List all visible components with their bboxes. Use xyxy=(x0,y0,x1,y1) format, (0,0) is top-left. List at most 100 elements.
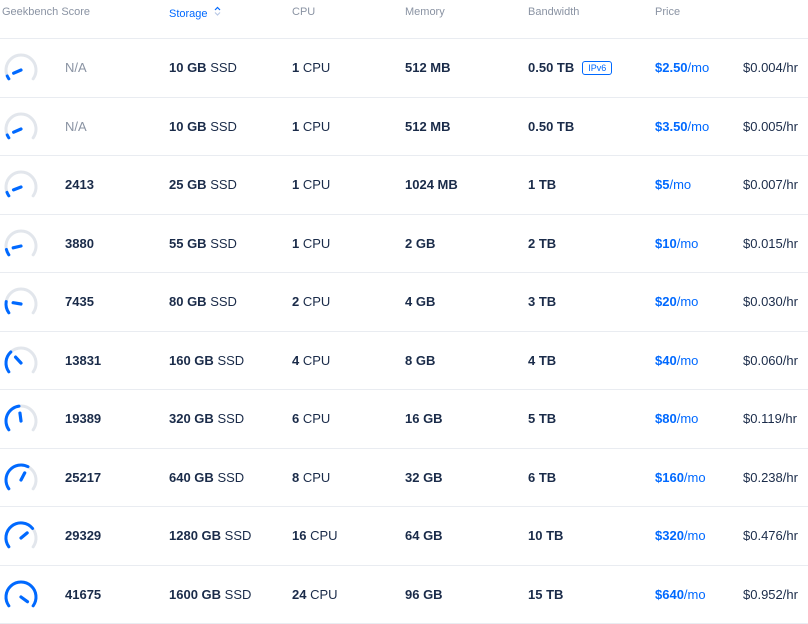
price-unit: /mo xyxy=(684,587,706,602)
price-unit: /mo xyxy=(684,470,706,485)
price-amount: $2.50 xyxy=(655,60,688,75)
memory-cell: 512 MB xyxy=(405,119,451,134)
monthly-price[interactable]: $20/mo xyxy=(655,294,698,309)
monthly-price[interactable]: $640/mo xyxy=(655,587,706,602)
bandwidth-cell: 10 TB xyxy=(528,528,563,543)
header-price[interactable]: Price xyxy=(655,6,680,18)
geekbench-score: 13831 xyxy=(65,353,101,368)
speedometer-icon xyxy=(2,108,40,146)
storage-cell: 1280 GB SSD xyxy=(169,528,251,543)
bandwidth-value: 1 TB xyxy=(528,177,556,192)
gauge-needle xyxy=(14,70,21,73)
storage-type: SSD xyxy=(225,587,252,602)
geekbench-score: N/A xyxy=(65,60,87,75)
monthly-price[interactable]: $40/mo xyxy=(655,353,698,368)
bandwidth-value: 10 TB xyxy=(528,528,563,543)
storage-cell: 80 GB SSD xyxy=(169,294,237,309)
price-amount: $5 xyxy=(655,177,669,192)
cpu-label: CPU xyxy=(303,470,330,485)
price-unit: /mo xyxy=(669,177,691,192)
monthly-price[interactable]: $5/mo xyxy=(655,177,691,192)
storage-size: 25 GB xyxy=(169,177,207,192)
monthly-price[interactable]: $320/mo xyxy=(655,528,706,543)
geekbench-score: 41675 xyxy=(65,587,101,602)
bandwidth-value: 15 TB xyxy=(528,587,563,602)
storage-type: SSD xyxy=(210,236,237,251)
geekbench-score: 25217 xyxy=(65,470,101,485)
speedometer-icon xyxy=(2,283,40,321)
header-storage-label: Storage xyxy=(169,8,208,20)
storage-type: SSD xyxy=(210,60,237,75)
header-bandwidth[interactable]: Bandwidth xyxy=(528,6,579,18)
header-cpu[interactable]: CPU xyxy=(292,6,315,18)
memory-cell: 32 GB xyxy=(405,470,443,485)
gauge-needle xyxy=(20,413,21,421)
storage-size: 320 GB xyxy=(169,411,214,426)
monthly-price[interactable]: $160/mo xyxy=(655,470,706,485)
gauge-fill xyxy=(6,302,9,313)
gauge-fill xyxy=(6,464,28,488)
gauge-fill xyxy=(6,523,33,547)
storage-size: 80 GB xyxy=(169,294,207,309)
storage-type: SSD xyxy=(217,411,244,426)
monthly-price[interactable]: $2.50/mo xyxy=(655,60,709,75)
storage-cell: 1600 GB SSD xyxy=(169,587,251,602)
cpu-label: CPU xyxy=(303,177,330,192)
header-geekbench-score[interactable]: Geekbench Score xyxy=(2,6,90,18)
cpu-label: CPU xyxy=(303,236,330,251)
price-amount: $80 xyxy=(655,411,677,426)
sort-chevrons-icon[interactable] xyxy=(214,6,221,16)
table-header: Geekbench Score Storage CPU Memory Bandw… xyxy=(0,0,808,39)
gauge-needle xyxy=(21,533,27,538)
monthly-price[interactable]: $80/mo xyxy=(655,411,698,426)
header-memory[interactable]: Memory xyxy=(405,6,445,18)
storage-size: 160 GB xyxy=(169,353,214,368)
memory-cell: 16 GB xyxy=(405,411,443,426)
price-amount: $640 xyxy=(655,587,684,602)
price-amount: $3.50 xyxy=(655,119,688,134)
bandwidth-cell: 3 TB xyxy=(528,294,556,309)
gauge-fill xyxy=(6,406,19,430)
bandwidth-cell: 5 TB xyxy=(528,411,556,426)
hourly-price: $0.005/hr xyxy=(743,119,798,134)
geekbench-score: N/A xyxy=(65,119,87,134)
storage-type: SSD xyxy=(210,294,237,309)
hourly-price: $0.060/hr xyxy=(743,353,798,368)
cpu-cell: 2 CPU xyxy=(292,294,330,309)
storage-size: 10 GB xyxy=(169,119,207,134)
storage-cell: 640 GB SSD xyxy=(169,470,244,485)
monthly-price[interactable]: $10/mo xyxy=(655,236,698,251)
storage-cell: 10 GB SSD xyxy=(169,60,237,75)
geekbench-score: 2413 xyxy=(65,177,94,192)
bandwidth-value: 4 TB xyxy=(528,353,556,368)
gauge-needle xyxy=(14,129,21,132)
storage-size: 10 GB xyxy=(169,60,207,75)
storage-type: SSD xyxy=(210,119,237,134)
storage-size: 1280 GB xyxy=(169,528,221,543)
header-storage[interactable]: Storage xyxy=(169,6,221,20)
cpu-cell: 1 CPU xyxy=(292,119,330,134)
memory-cell: 4 GB xyxy=(405,294,435,309)
cpu-label: CPU xyxy=(310,587,337,602)
memory-cell: 512 MB xyxy=(405,60,451,75)
price-unit: /mo xyxy=(677,353,699,368)
cpu-label: CPU xyxy=(303,60,330,75)
hourly-price: $0.015/hr xyxy=(743,236,798,251)
monthly-price[interactable]: $3.50/mo xyxy=(655,119,709,134)
cpu-count: 1 xyxy=(292,60,299,75)
gauge-needle xyxy=(13,246,21,248)
storage-cell: 10 GB SSD xyxy=(169,119,237,134)
bandwidth-value: 2 TB xyxy=(528,236,556,251)
gauge-fill xyxy=(6,352,11,372)
